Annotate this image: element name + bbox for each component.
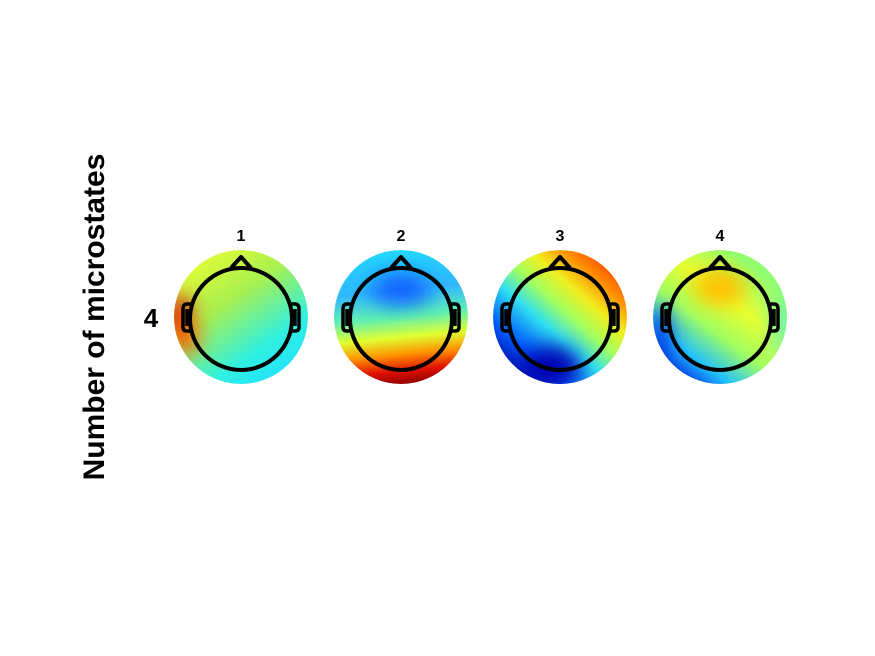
head — [188, 266, 294, 372]
topomap — [334, 250, 468, 384]
topomap — [174, 250, 308, 384]
left-ear — [660, 302, 670, 333]
nose — [708, 255, 732, 270]
left-ear — [341, 302, 351, 333]
topomap-base — [334, 250, 468, 384]
y-label: Number of microstates — [78, 154, 111, 481]
topomap-fill — [334, 250, 468, 384]
head — [667, 266, 773, 372]
maps: 1 2 3 4 — [174, 228, 787, 384]
nose — [389, 255, 413, 270]
right-ear — [451, 302, 461, 333]
map-title: 4 — [716, 228, 725, 245]
map-title: 1 — [237, 228, 246, 245]
map-title: 2 — [397, 228, 406, 245]
topomap-spots — [520, 347, 580, 384]
topomap-fill — [493, 250, 627, 384]
nose — [229, 255, 253, 270]
topomap-base — [493, 250, 627, 384]
topomap-spot — [520, 347, 580, 384]
left-ear — [181, 302, 191, 333]
topomap-fill — [653, 250, 787, 384]
head — [507, 266, 613, 372]
topomap-spot — [694, 269, 746, 305]
right-ear — [770, 302, 780, 333]
map-title: 3 — [556, 228, 565, 245]
head — [348, 266, 454, 372]
topomap — [653, 250, 787, 384]
nose — [548, 255, 572, 270]
topomap-spot — [371, 273, 431, 305]
topomap — [493, 250, 627, 384]
left-ear — [500, 302, 510, 333]
topomap-spots — [371, 273, 431, 305]
topomap-base — [653, 250, 787, 384]
row-label: 4 — [144, 303, 159, 333]
right-ear — [291, 302, 301, 333]
right-ear — [610, 302, 620, 333]
topomap-base — [174, 250, 308, 384]
